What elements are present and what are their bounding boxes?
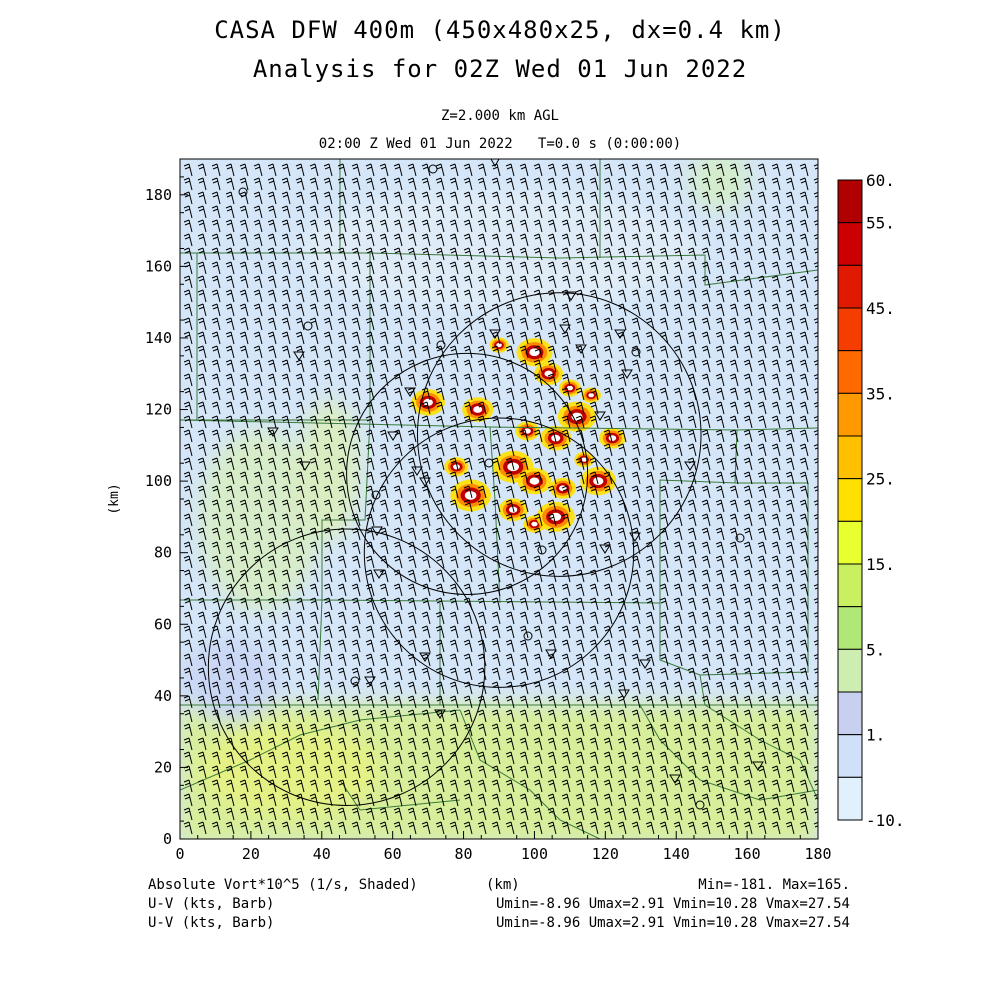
y-tick-label: 140 — [145, 329, 172, 347]
storm-center — [551, 434, 561, 442]
colorbar-swatch — [837, 776, 863, 821]
footer-barb-stats-1: Umin=-8.96 Umax=2.91 Vmin=10.28 Vmax=27.… — [495, 896, 850, 912]
axis-ticks — [179, 176, 819, 840]
axis-tick-labels: 0 20 40 60 80 100 120 140 160 180 0 20 40 60 80 100 120 1… — [145, 186, 832, 863]
x-tick-label: 140 — [663, 845, 690, 863]
colorbar-swatch — [837, 563, 863, 608]
radar-ring — [346, 352, 589, 595]
colorbar-label: 45. — [866, 299, 895, 318]
x-tick-label: 20 — [242, 845, 260, 863]
y-tick-label: 0 — [163, 830, 172, 848]
colorbar-label: 15. — [866, 555, 895, 574]
colorbar-label: 1. — [866, 726, 885, 745]
storm-center — [608, 435, 617, 442]
colorbar-label: 60. — [866, 171, 895, 190]
x-tick-label: 40 — [313, 845, 331, 863]
title-line-2: Analysis for 02Z Wed 01 Jun 2022 — [252, 55, 748, 83]
storm-center — [531, 521, 538, 527]
y-axis-label: (km) — [107, 483, 122, 514]
storm-center — [593, 477, 604, 485]
colorbar-swatch — [837, 179, 863, 224]
colorbar-swatch — [837, 264, 863, 309]
radar-ring — [416, 292, 702, 577]
colorbar-label: 55. — [866, 214, 895, 233]
colorbar-labels: 60. 55. 45. 35. 25. 15. 5. 1. -10. — [866, 171, 905, 830]
y-tick-label: 160 — [145, 257, 172, 275]
colorbar-label: 5. — [866, 640, 885, 659]
storm-center — [588, 393, 594, 398]
plot-area — [180, 159, 818, 839]
x-tick-label: 100 — [521, 845, 548, 863]
colorbar-swatch — [837, 307, 863, 352]
x-tick-label: 180 — [804, 845, 831, 863]
storm-center — [581, 457, 587, 462]
colorbar-label: 25. — [866, 470, 895, 489]
x-tick-label: 0 — [175, 845, 184, 863]
y-tick-label: 80 — [154, 544, 172, 562]
storm-center — [453, 464, 460, 470]
colorbar-swatch — [837, 350, 863, 394]
y-tick-label: 60 — [154, 615, 172, 633]
colorbar-swatch — [837, 392, 863, 437]
storm-cells — [411, 337, 626, 533]
colorbar-swatch — [837, 435, 863, 480]
x-axis-label: (km) — [486, 877, 520, 893]
title-line-1: CASA DFW 400m (450x480x25, dx=0.4 km) — [214, 16, 786, 44]
colorbar-label: -10. — [866, 811, 905, 830]
radar-ring — [207, 528, 486, 806]
colorbar — [837, 179, 863, 821]
y-tick-label: 100 — [145, 472, 172, 490]
barb-path — [183, 163, 818, 835]
colorbar-swatch — [837, 734, 863, 778]
storm-center — [496, 343, 502, 348]
station-markers — [238, 159, 764, 810]
level-label: Z=2.000 km AGL — [440, 108, 559, 124]
footer-barb-stats-2: Umin=-8.96 Umax=2.91 Vmin=10.28 Vmax=27.… — [495, 915, 850, 931]
radar-ring — [363, 417, 635, 688]
time-label: 02:00 Z Wed 01 Jun 2022 T=0.0 s (0:00:00… — [318, 136, 682, 152]
y-tick-label: 20 — [154, 758, 172, 776]
x-tick-label: 60 — [384, 845, 402, 863]
colorbar-swatch — [837, 520, 863, 565]
footer-barb-label-2: U-V (kts, Barb) — [148, 915, 275, 931]
wind-barbs — [183, 163, 818, 835]
x-tick-label: 160 — [734, 845, 761, 863]
colorbar-swatch — [837, 478, 863, 522]
x-tick-label: 120 — [592, 845, 619, 863]
storm-center — [529, 477, 540, 485]
footer-minmax: Min=-181. Max=165. — [698, 877, 850, 893]
colorbar-swatch — [837, 691, 863, 736]
storm-center — [566, 385, 574, 391]
y-tick-label: 120 — [145, 401, 172, 419]
colorbar-swatch — [837, 648, 863, 693]
storm-center — [464, 491, 477, 500]
footer-barb-label-1: U-V (kts, Barb) — [148, 896, 275, 912]
footer-field-label: Absolute Vort*10^5 (1/s, Shaded) — [148, 877, 418, 893]
colorbar-label: 35. — [866, 384, 895, 403]
y-tick-label: 180 — [145, 186, 172, 204]
y-tick-label: 40 — [154, 687, 172, 705]
storm-center — [473, 406, 483, 413]
radar-coverage-rings — [207, 292, 702, 806]
colorbar-swatch — [837, 606, 863, 650]
storm-center — [423, 398, 433, 406]
colorbar-swatch — [837, 222, 863, 266]
x-tick-label: 80 — [455, 845, 473, 863]
